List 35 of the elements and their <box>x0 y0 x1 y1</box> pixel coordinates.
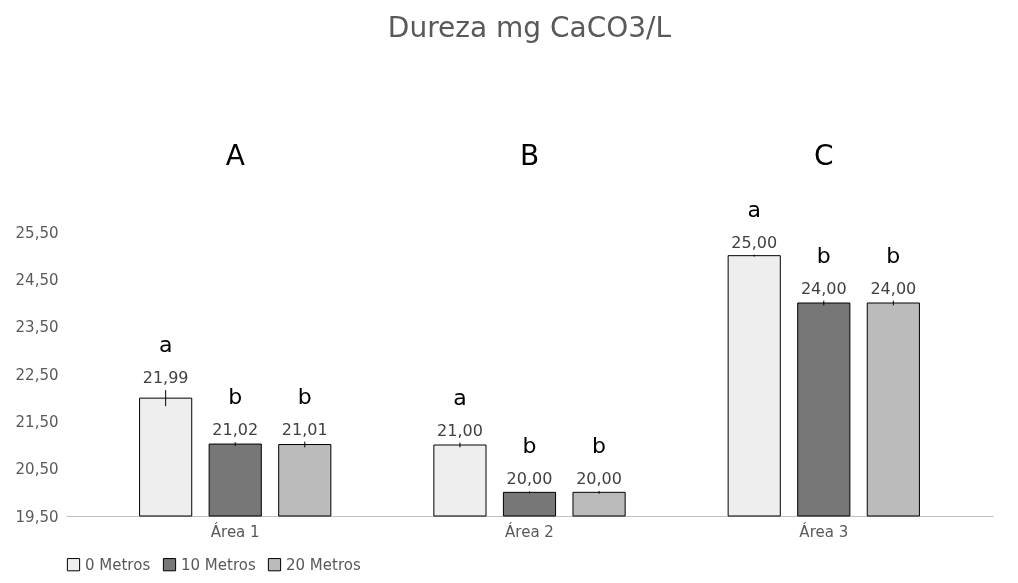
annotation: b <box>522 433 537 459</box>
y-tick-label: 25,50 <box>15 223 59 242</box>
legend-label: 10 Metros <box>181 555 256 574</box>
data-label: 24,00 <box>870 278 917 298</box>
data-label: 21,99 <box>142 368 189 388</box>
data-label: 20,00 <box>576 468 622 488</box>
y-tick-label: 20,50 <box>15 460 59 479</box>
annotation: b <box>297 383 312 409</box>
legend-label: 20 Metros <box>286 555 361 574</box>
legend-label: 0 Metros <box>85 555 151 574</box>
x-tick-label: Área 1 <box>210 521 260 541</box>
annotation: a <box>158 332 173 358</box>
text: B <box>519 139 540 172</box>
text: C <box>814 139 834 172</box>
data-label: 21,01 <box>281 419 328 439</box>
text: a <box>747 196 761 222</box>
annotation: a <box>453 384 467 410</box>
annotation: b <box>228 384 243 410</box>
y-tick-label: 22,50 <box>15 365 59 384</box>
annotation: b <box>886 242 901 268</box>
data-label: 20,00 <box>506 469 553 489</box>
data-label: 21,00 <box>437 420 483 440</box>
text: A <box>225 139 245 172</box>
x-tick-label: Área 3 <box>799 521 849 541</box>
x-tick-label: Área 2 <box>505 521 554 541</box>
y-tick-label: 21,50 <box>15 412 59 431</box>
y-tick-label: 19,50 <box>15 507 59 526</box>
y-tick-label: 24,50 <box>15 270 59 289</box>
y-tick-label: 23,50 <box>15 318 59 337</box>
data-label: 24,00 <box>800 278 847 298</box>
chart-title: Dureza mg CaCO3/L <box>387 11 672 44</box>
annotation: b <box>816 242 831 268</box>
annotation: b <box>592 432 607 458</box>
data-label: 25,00 <box>731 232 778 252</box>
data-label: 21,02 <box>212 420 259 440</box>
